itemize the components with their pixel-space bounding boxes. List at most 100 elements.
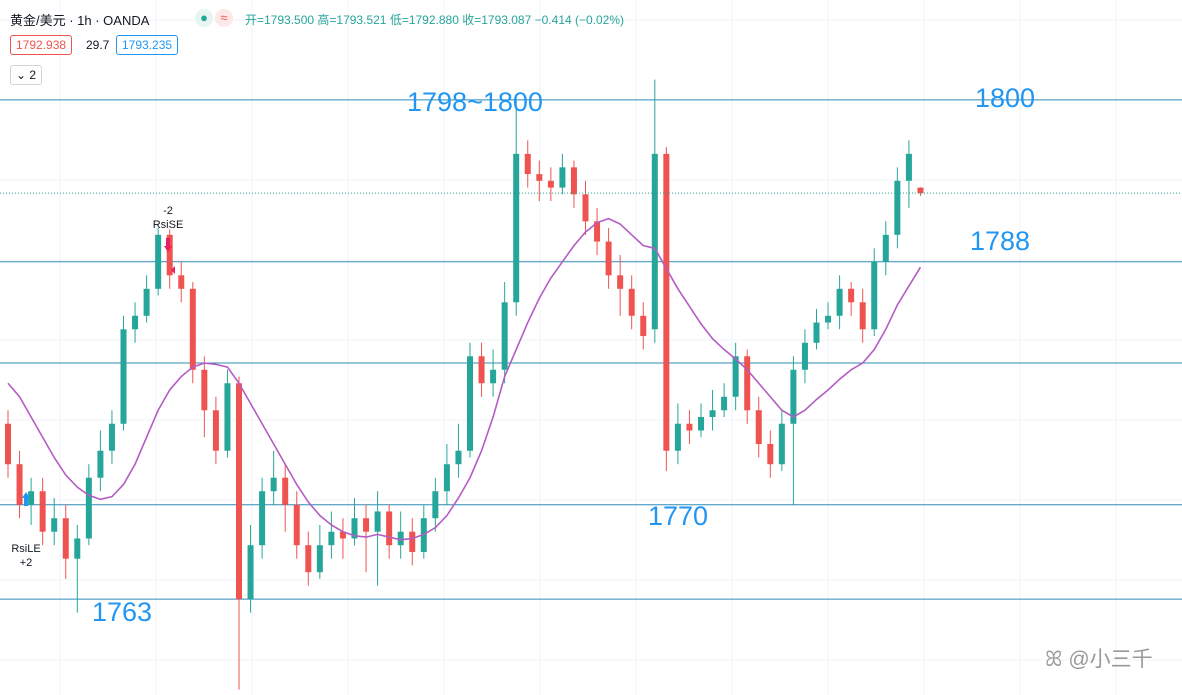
candle-body [467,356,473,451]
candle-body [744,356,751,411]
watermark-text: @小三千 [1068,648,1153,671]
candle-body [640,315,647,337]
candle-body [859,302,866,330]
candle-body [478,356,485,384]
candle-body [536,174,543,181]
candle-body [582,194,589,222]
candle-body [790,369,797,424]
candle-body [270,477,277,492]
candle-body [328,531,335,546]
candle-body [905,153,912,181]
candle-body [363,518,370,532]
signal-label: RsiLE [11,543,40,555]
annotation: 1800 [975,83,1035,113]
candle-body [339,531,346,539]
change: −0.414 (−0.02%) [534,13,625,27]
indicator-toggle[interactable]: ⌄ 2 [10,65,43,85]
candle-body [282,477,289,505]
candle-body [848,288,855,303]
candle-body [432,491,439,519]
candle-body [16,464,23,505]
candle-body [686,423,693,431]
candle-body [259,491,266,546]
candle-body [801,342,808,370]
candle-body [189,288,196,370]
candle-body [570,167,577,195]
candle-body [628,288,635,316]
annotation: 1770 [648,501,708,531]
candle-body [374,511,381,532]
candle-body [247,545,254,600]
candle-body [594,221,601,242]
ohlc-high: 高=1793.521 [317,13,387,27]
candle-body [813,322,820,343]
candle-body [663,153,670,451]
candle-body [651,153,658,330]
ask-box[interactable]: 1793.235 [116,35,179,55]
candle-body [97,450,104,478]
candle-body [882,234,889,262]
candle-body [825,315,832,323]
annotation: 1763 [92,597,152,627]
annotation: 1798~1800 [407,87,543,117]
candle-body [605,241,612,276]
candle-body [201,369,208,411]
candle-body [74,538,81,559]
candle-body [409,531,416,552]
watermark: ꕤ @小三千 [1045,648,1153,671]
ohlc-low: 低=1792.880 [389,13,459,27]
candle-body [5,423,11,465]
candle-body [39,491,46,532]
candle-body [698,417,704,431]
signal-arrow [164,238,172,252]
candle-body [178,275,185,289]
ohlc-open: 开=1793.500 [245,13,315,27]
candle-body [767,443,774,465]
candle-body [224,383,231,451]
signal-label: RsiSE [153,219,184,231]
candle-body [455,450,462,465]
signal-arrow [22,492,30,506]
signal-qty: +2 [20,557,33,569]
candle-body [755,410,762,444]
candle-body [236,383,242,600]
ohlc-close: 收=1793.087 [462,13,532,27]
candle-body [836,288,843,316]
candle-body [85,477,92,539]
candle-body [524,153,531,175]
candle-body [212,410,219,451]
spread: 29.7 [86,38,110,52]
candle-body [732,356,739,397]
candle-body [501,302,508,370]
candle-body [305,545,312,573]
signal-qty: -2 [163,205,173,217]
candle-body [166,234,173,276]
candle-body [28,491,35,505]
candle-body [871,261,878,330]
candle-body [108,423,115,451]
candle-body [132,315,139,330]
candle-body [51,518,58,532]
candle-body [547,180,554,188]
candle-body [778,423,785,465]
candle-body [397,531,404,546]
candle-body [155,234,162,289]
candle-body [559,167,566,188]
candle-body [293,504,300,546]
candle-body [62,518,69,559]
signal-marker [171,266,175,274]
candle-body [709,410,716,417]
annotation: 1788 [970,226,1030,256]
candle-body [120,329,127,424]
title: 黄金/美元 · 1h · OANDA [10,13,150,28]
candle-body [316,545,323,573]
indicator-count: 2 [29,68,37,82]
ohlc-row: 开=1793.500 高=1793.521 低=1792.880 收=1793.… [245,11,624,28]
candle-body [917,187,924,194]
bid-box[interactable]: 1792.938 [10,35,73,55]
candle-body [721,396,728,411]
candle-body [143,288,150,316]
candle-body [513,153,520,303]
